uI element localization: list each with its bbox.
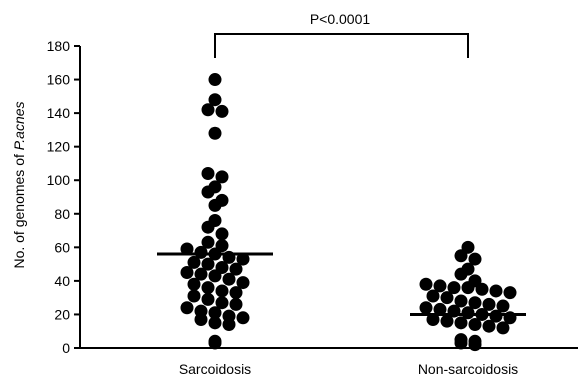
y-tick-label: 120 (47, 139, 71, 155)
data-point (468, 252, 482, 266)
data-point (419, 301, 433, 315)
data-point (215, 227, 229, 241)
data-point (201, 103, 215, 117)
data-point (222, 309, 236, 323)
data-point (236, 311, 250, 325)
data-point (180, 242, 194, 256)
data-point (468, 296, 482, 310)
data-point (482, 297, 496, 311)
y-tick-label: 160 (47, 72, 71, 88)
data-point (215, 284, 229, 298)
data-point (201, 257, 215, 271)
data-points (180, 73, 517, 352)
data-point (215, 104, 229, 118)
data-point (236, 252, 250, 266)
data-point (180, 266, 194, 279)
data-point (215, 260, 229, 274)
data-point (229, 286, 243, 300)
median-lines (157, 252, 526, 316)
y-axis-label-text: No. of genomes of (11, 150, 27, 268)
x-tick-label: Sarcoidosis (179, 361, 251, 377)
significance-bracket (214, 33, 469, 58)
y-tick-label: 80 (54, 206, 70, 222)
y-tick-label: 180 (47, 38, 71, 54)
data-point (482, 319, 496, 333)
data-point (461, 240, 475, 254)
data-point (208, 180, 222, 194)
data-point (215, 296, 229, 310)
data-point (208, 126, 222, 140)
x-tick-label: Non-sarcoidosis (418, 361, 518, 377)
data-point (194, 245, 208, 259)
data-point (187, 277, 201, 291)
data-point (489, 284, 503, 298)
data-point (187, 289, 201, 303)
data-point (426, 312, 440, 326)
data-point (180, 301, 194, 315)
data-point (208, 334, 222, 348)
data-point (426, 289, 440, 303)
data-point (440, 314, 454, 328)
data-point (489, 309, 503, 323)
y-axis: 0 20 40 60 80 100 120 140 160 180 (47, 38, 81, 356)
data-point (468, 274, 482, 288)
y-tick-label: 60 (54, 239, 70, 255)
data-point (440, 291, 454, 305)
data-point (496, 299, 510, 313)
x-axis: Sarcoidosis Non-sarcoidosis (80, 347, 578, 377)
y-axis-label-species: P.acnes (11, 101, 27, 150)
data-point (454, 333, 468, 347)
data-point (229, 297, 243, 311)
data-point (201, 167, 215, 181)
y-tick-label: 40 (54, 273, 70, 289)
data-point (215, 193, 229, 207)
data-point (201, 292, 215, 306)
data-point (496, 321, 510, 335)
y-tick-label: 140 (47, 105, 71, 121)
data-point (208, 306, 222, 320)
data-point (447, 281, 461, 295)
data-point (468, 318, 482, 332)
y-tick-label: 20 (54, 306, 70, 322)
data-point (194, 304, 208, 318)
data-point (194, 267, 208, 281)
data-point (208, 213, 222, 227)
data-point (433, 302, 447, 316)
data-point (468, 334, 482, 348)
y-tick-label: 0 (62, 340, 70, 356)
data-point (454, 316, 468, 330)
data-point (215, 239, 229, 253)
significance-label: P<0.0001 (310, 11, 371, 27)
data-point (201, 281, 215, 295)
data-point (454, 294, 468, 308)
data-point (503, 286, 517, 300)
data-point (208, 316, 222, 330)
bracket-line (214, 33, 469, 58)
data-point (187, 255, 201, 269)
data-point (222, 272, 236, 286)
data-point (208, 73, 222, 87)
data-point (229, 262, 243, 276)
data-point (208, 93, 222, 107)
data-point (433, 279, 447, 293)
data-point (419, 277, 433, 291)
y-axis-label: No. of genomes of P.acnes (11, 101, 27, 268)
data-point (461, 306, 475, 320)
data-point (201, 235, 215, 249)
y-tick-label: 100 (47, 172, 71, 188)
data-point (461, 262, 475, 276)
data-point (236, 276, 250, 290)
data-point (215, 170, 229, 184)
